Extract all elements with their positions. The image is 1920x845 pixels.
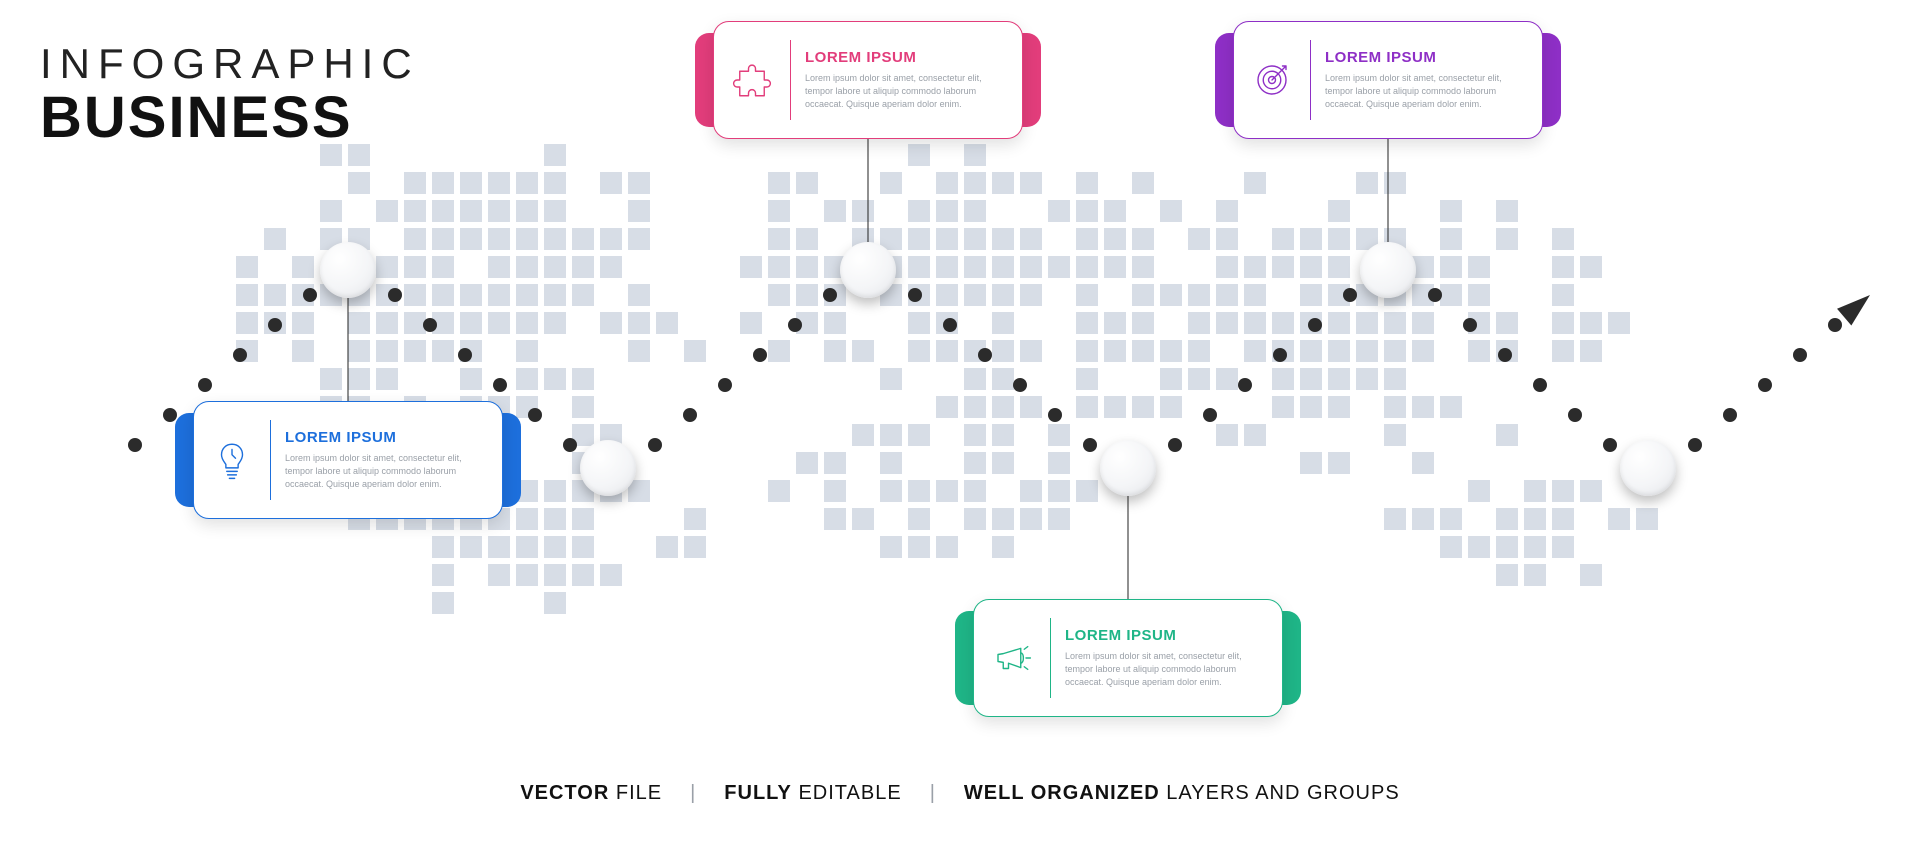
timeline-node [1620, 440, 1676, 496]
card-description: Lorem ipsum dolor sit amet, consectetur … [805, 72, 1004, 111]
world-map-dots-background [180, 60, 1740, 700]
puzzle-icon [728, 56, 776, 104]
card-title: LOREM IPSUM [805, 49, 1004, 66]
info-card: LOREM IPSUM Lorem ipsum dolor sit amet, … [973, 599, 1283, 717]
target-icon [1248, 56, 1296, 104]
card-connector [348, 298, 349, 401]
timeline-node [580, 440, 636, 496]
info-card: LOREM IPSUM Lorem ipsum dolor sit amet, … [713, 21, 1023, 139]
lightbulb-icon [208, 436, 256, 484]
timeline-node [1360, 242, 1416, 298]
card-divider [1310, 40, 1311, 120]
card-title: LOREM IPSUM [1325, 49, 1524, 66]
card-title: LOREM IPSUM [1065, 627, 1264, 644]
card-description: Lorem ipsum dolor sit amet, consectetur … [285, 452, 484, 491]
timeline-node [1100, 440, 1156, 496]
card-connector [868, 139, 869, 242]
card-connector [1128, 496, 1129, 599]
card-divider [1050, 618, 1051, 698]
card-divider [270, 420, 271, 500]
card-description: Lorem ipsum dolor sit amet, consectetur … [1065, 650, 1264, 689]
footer-features: VECTOR FILE|FULLY EDITABLE|WELL ORGANIZE… [0, 782, 1920, 805]
info-card: LOREM IPSUM Lorem ipsum dolor sit amet, … [1233, 21, 1543, 139]
timeline-node [320, 242, 376, 298]
card-title: LOREM IPSUM [285, 429, 484, 446]
card-description: Lorem ipsum dolor sit amet, consectetur … [1325, 72, 1524, 111]
timeline-node [840, 242, 896, 298]
card-connector [1388, 139, 1389, 242]
card-divider [790, 40, 791, 120]
megaphone-icon [988, 634, 1036, 682]
info-card: LOREM IPSUM Lorem ipsum dolor sit amet, … [193, 401, 503, 519]
